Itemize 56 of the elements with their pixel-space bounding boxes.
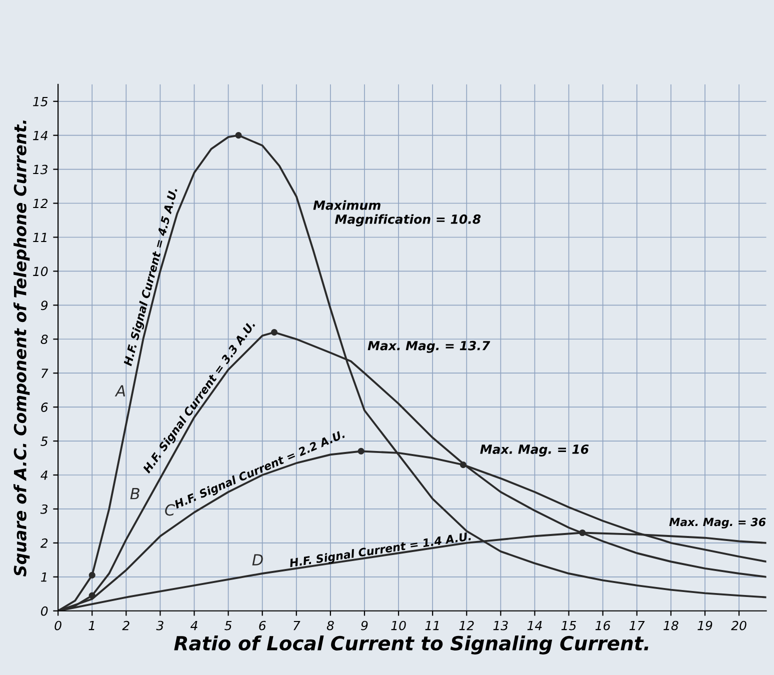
y-tick-label: 9 bbox=[40, 300, 48, 310]
annotation: Max. Mag. = 36 bbox=[669, 518, 766, 528]
x-tick-label: 2 bbox=[122, 620, 130, 630]
annotation: H.F. Signal Current = 1.4 A.U. bbox=[289, 532, 472, 570]
x-tick-label: 8 bbox=[326, 620, 334, 630]
annotation: H.F. Signal Current = 4.5 A.U. bbox=[123, 187, 180, 367]
x-tick-label: 4 bbox=[190, 620, 198, 630]
point bbox=[88, 592, 96, 599]
x-tick-label: 5 bbox=[224, 620, 232, 630]
x-axis-title: Ratio of Local Current to Signaling Current. bbox=[174, 635, 648, 654]
y-tick-label: 13 bbox=[33, 164, 48, 174]
x-tick-label: 0 bbox=[54, 620, 62, 630]
x-tick-label: 7 bbox=[294, 620, 300, 630]
annotation: Maximum Magnification = 10.8 bbox=[313, 200, 481, 226]
x-tick-label: 15 bbox=[561, 620, 576, 630]
point bbox=[358, 448, 364, 455]
x-tick-label: 10 bbox=[391, 620, 406, 630]
series-label: B bbox=[130, 488, 140, 500]
x-tick-label: 3 bbox=[156, 620, 164, 630]
y-tick-label: 4 bbox=[40, 470, 48, 480]
x-tick-label: 13 bbox=[493, 620, 508, 630]
y-tick-label: 15 bbox=[33, 96, 48, 106]
annotation: Max. Mag. = 13.7 bbox=[368, 340, 490, 353]
series-label: C bbox=[165, 504, 176, 516]
point bbox=[235, 132, 242, 139]
x-tick-label: 9 bbox=[361, 620, 368, 630]
y-tick-label: 7 bbox=[42, 368, 48, 378]
x-tick-label: 16 bbox=[595, 620, 610, 630]
x-tick-label: 20 bbox=[731, 620, 746, 630]
y-tick-label: 11 bbox=[33, 232, 46, 242]
x-tick-label: 6 bbox=[259, 620, 266, 630]
y-tick-label: 14 bbox=[33, 130, 48, 140]
point bbox=[579, 529, 586, 536]
y-tick-label: 5 bbox=[40, 436, 48, 446]
y-tick-label: 6 bbox=[41, 402, 48, 412]
x-tick-label: 12 bbox=[459, 620, 474, 630]
y-tick-label: 12 bbox=[33, 198, 48, 208]
y-tick-label: 1 bbox=[40, 572, 46, 582]
y-tick-label: 0 bbox=[41, 606, 48, 616]
y-tick-label: 2 bbox=[40, 538, 48, 548]
x-tick-label: 1 bbox=[88, 620, 94, 630]
annotation: Max. Mag. = 16 bbox=[480, 444, 589, 456]
series-label: A bbox=[114, 385, 126, 396]
y-tick-label: 8 bbox=[40, 334, 48, 344]
x-tick-label: 11 bbox=[425, 620, 439, 630]
x-tick-label: 19 bbox=[698, 620, 712, 630]
y-axis-title: Square of A.C. Component of Telephone Current. bbox=[14, 120, 30, 577]
y-tick-label: 3 bbox=[40, 504, 48, 514]
y-tick-label: 10 bbox=[33, 266, 48, 276]
point bbox=[88, 572, 96, 578]
x-tick-label: 18 bbox=[664, 620, 678, 630]
point bbox=[270, 329, 278, 336]
x-tick-label: 17 bbox=[630, 620, 645, 630]
series-label: D bbox=[252, 554, 263, 566]
point bbox=[460, 462, 467, 468]
x-tick-label: 14 bbox=[527, 620, 542, 630]
